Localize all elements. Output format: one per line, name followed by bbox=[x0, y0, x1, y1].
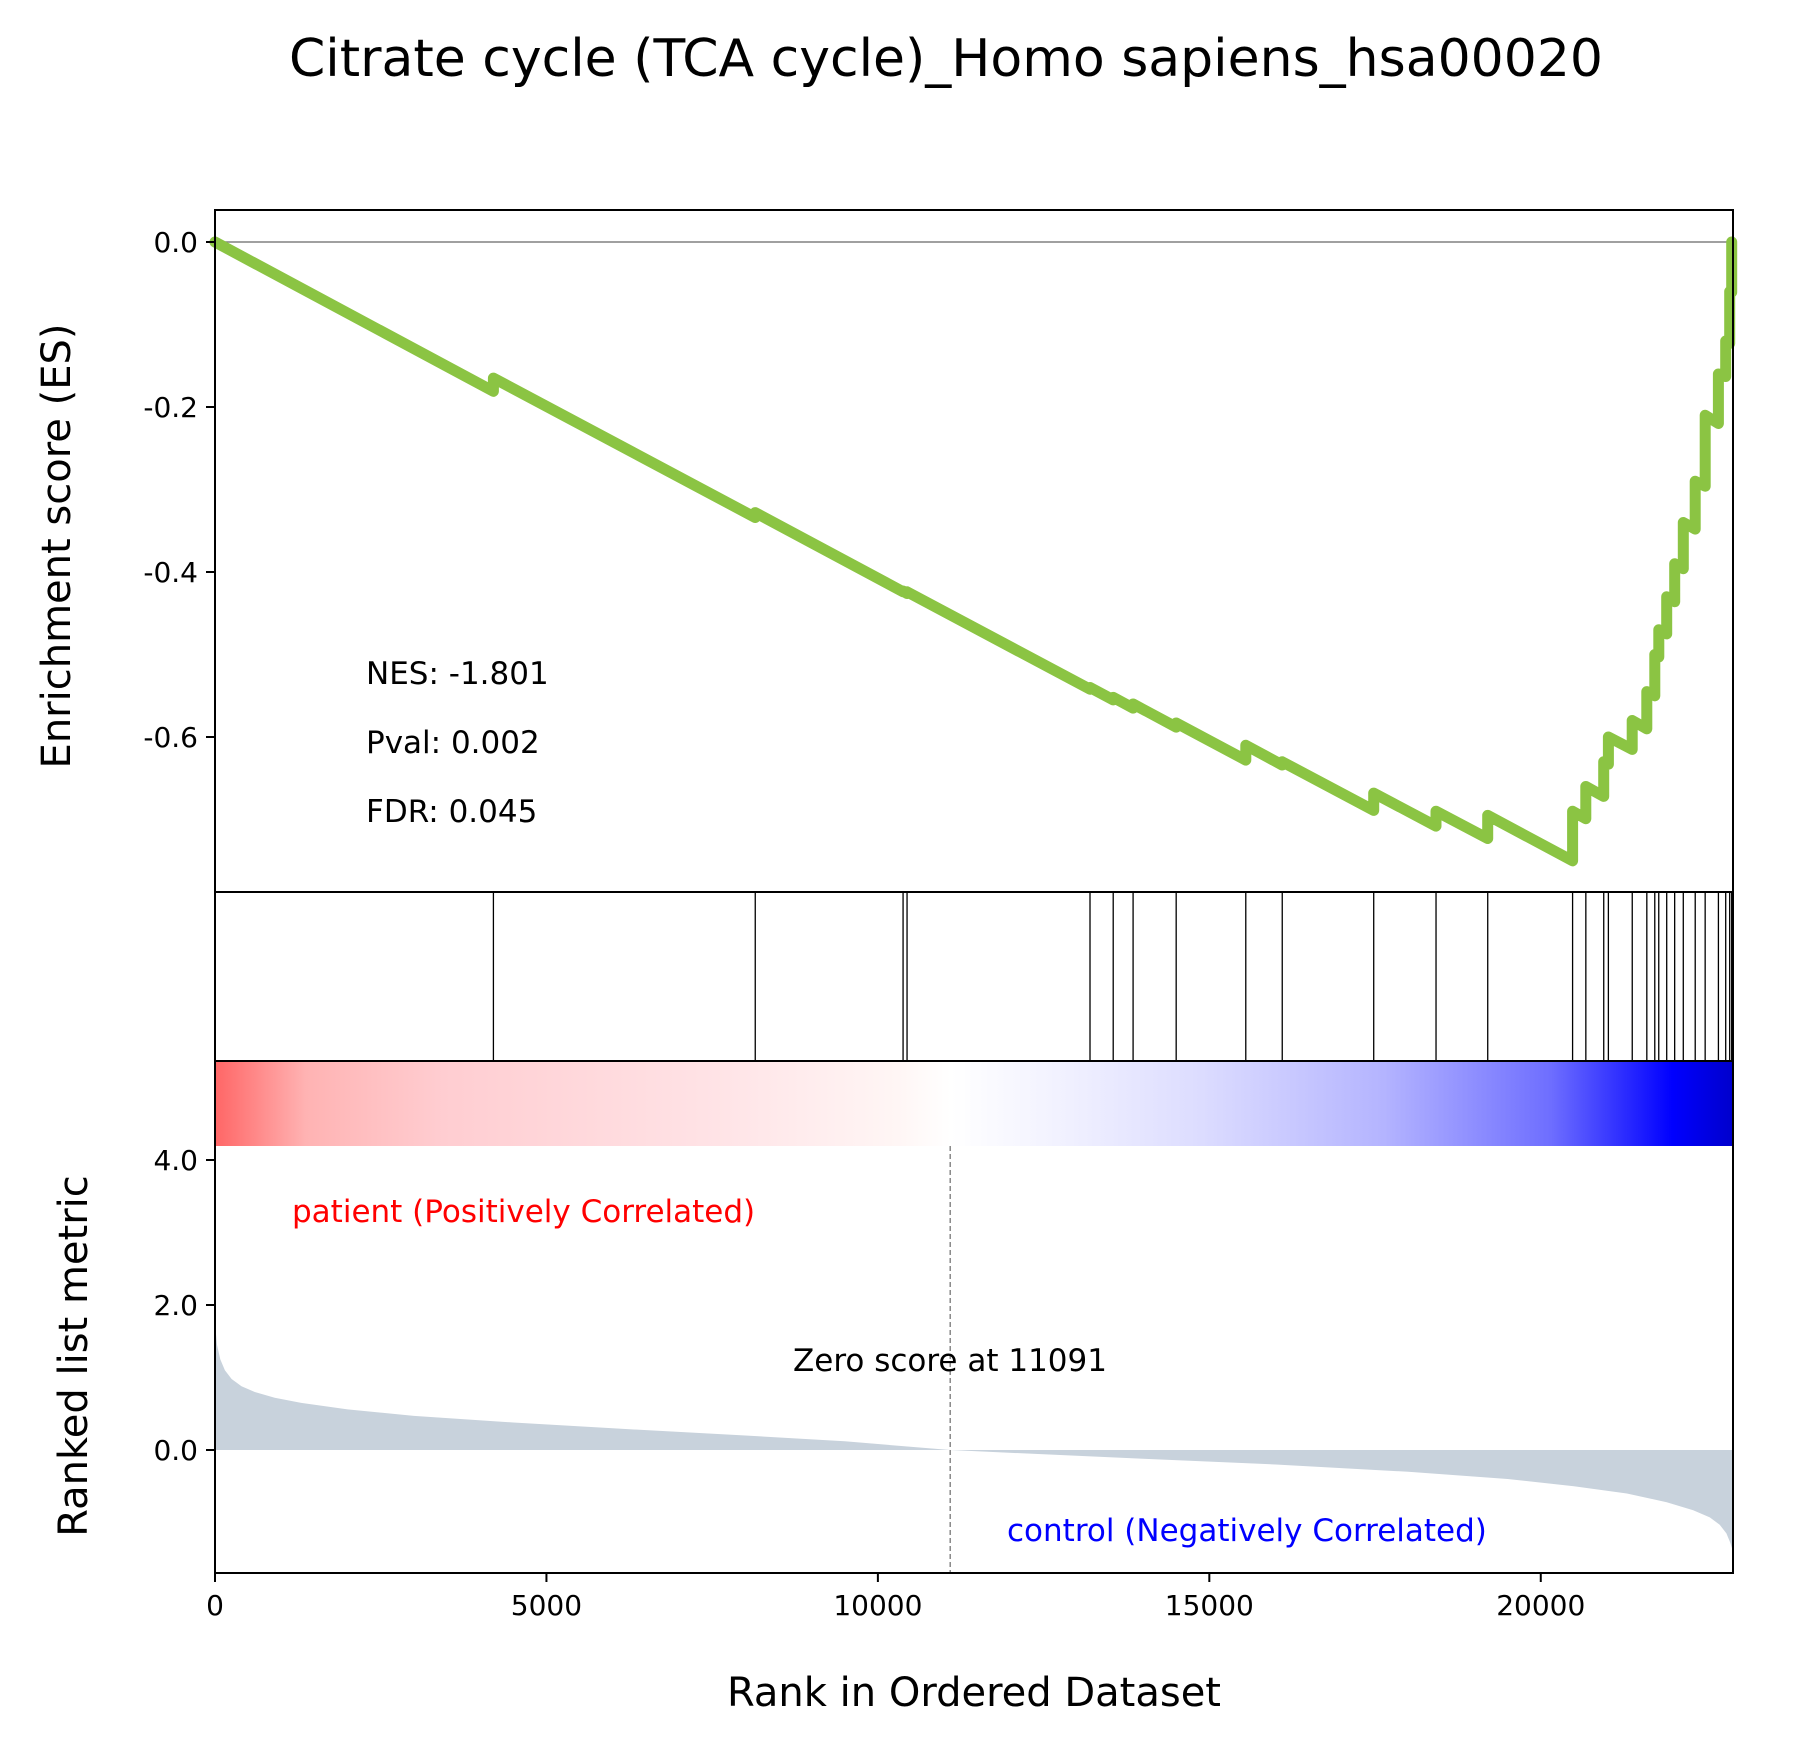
zero-score-label: Zero score at 11091 bbox=[793, 1343, 1107, 1379]
rank-panel-frame bbox=[214, 1060, 1734, 1574]
ranked-metric-area bbox=[215, 1323, 1733, 1552]
rank-y-tick-label: 2.0 bbox=[153, 1289, 198, 1322]
hits-panel bbox=[492, 892, 1733, 1061]
es-panel-frame bbox=[214, 209, 1734, 893]
rank-y-tick-label: 4.0 bbox=[153, 1144, 198, 1177]
es-y-tick-label: -0.2 bbox=[143, 391, 198, 424]
x-tick-label: 10000 bbox=[833, 1589, 922, 1622]
x-axis-label: Rank in Ordered Dataset bbox=[727, 1670, 1221, 1716]
x-tick-label: 15000 bbox=[1165, 1589, 1254, 1622]
es-y-tick-label: -0.6 bbox=[143, 721, 198, 754]
x-tick-label: 20000 bbox=[1496, 1589, 1585, 1622]
rank-y-ticks: 4.0 2.0 0.0 bbox=[153, 1144, 215, 1467]
es-y-axis-label: Enrichment score (ES) bbox=[34, 324, 80, 769]
pval-label: Pval: 0.002 bbox=[366, 725, 540, 761]
rank-x-ticks: 0 5000 10000 15000 20000 bbox=[206, 1573, 1585, 1622]
positive-correlation-label: patient (Positively Correlated) bbox=[292, 1194, 755, 1230]
chart-title: Citrate cycle (TCA cycle)_Homo sapiens_h… bbox=[289, 29, 1603, 89]
rank-y-axis-label: Ranked list metric bbox=[51, 1175, 97, 1537]
rank-panel: patient (Positively Correlated) Zero sco… bbox=[51, 1144, 1733, 1716]
negative-correlation-label: control (Negatively Correlated) bbox=[1007, 1513, 1487, 1549]
es-y-ticks: 0.0 -0.2 -0.4 -0.6 bbox=[143, 226, 215, 754]
es-y-tick-label: 0.0 bbox=[153, 226, 198, 259]
fdr-label: FDR: 0.045 bbox=[366, 794, 537, 830]
es-curve bbox=[209, 236, 1738, 867]
rank-heatmap-bar bbox=[215, 1061, 1733, 1146]
rank-y-tick-label: 0.0 bbox=[153, 1434, 198, 1467]
nes-label: NES: -1.801 bbox=[366, 656, 549, 692]
hits-panel-frame bbox=[214, 891, 1734, 1062]
x-tick-label: 0 bbox=[206, 1589, 224, 1622]
es-y-tick-label: -0.4 bbox=[143, 556, 198, 589]
es-panel: 0.0-0.2-0.4-0.6 NES: -1.801 Pval: 0.002 … bbox=[34, 226, 1738, 867]
x-tick-label: 5000 bbox=[511, 1589, 582, 1622]
